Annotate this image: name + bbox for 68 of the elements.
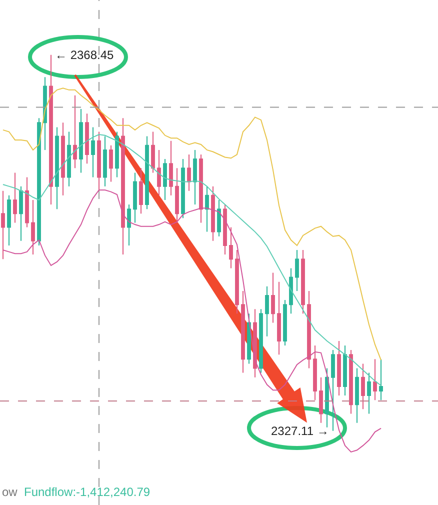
candlestick: [367, 372, 371, 414]
candlestick: [247, 313, 251, 364]
candlestick: [127, 204, 131, 246]
candlestick: [205, 186, 209, 232]
candlestick: [103, 136, 107, 187]
candlestick: [163, 158, 167, 200]
candlestick: [307, 290, 311, 369]
candlestick: [115, 131, 119, 178]
candlestick: [1, 190, 5, 260]
candlestick: [229, 226, 233, 269]
candlestick: [79, 108, 83, 174]
candlestick: [91, 126, 95, 178]
candlestick: [19, 186, 23, 242]
candlestick: [331, 350, 335, 432]
text: ow: [2, 485, 18, 499]
candlestick: [283, 300, 287, 346]
candlestick: [355, 368, 359, 424]
candlestick: [199, 154, 203, 224]
candlestick: [349, 350, 353, 414]
candlestick: [43, 76, 47, 150]
candlestick: [73, 94, 77, 169]
candlestick: [181, 158, 185, 219]
candlestick: [241, 290, 245, 374]
candlestick: [313, 345, 317, 401]
candlestick: [151, 131, 155, 174]
annotation: ← 2368.45: [55, 48, 114, 62]
candlestick: [49, 54, 53, 206]
candlestick: [265, 286, 269, 337]
candlestick: [301, 250, 305, 314]
candlestick: [25, 176, 29, 228]
candlestick: [337, 340, 341, 396]
candlestick: [235, 250, 239, 314]
candlestick: [319, 376, 323, 424]
candlestick: [217, 199, 221, 237]
text: Fundflow:-1,412,240.79: [24, 485, 150, 499]
candlestick: [145, 136, 149, 210]
candlestick: [211, 186, 215, 242]
candlestick: [343, 345, 347, 396]
candlestick: [55, 126, 59, 210]
candlestick: [193, 149, 197, 206]
annotation: 2327.11 →: [271, 424, 329, 438]
candlestick: [121, 118, 125, 256]
candlestick: [271, 272, 275, 324]
candlestick: [361, 363, 365, 410]
candlestick: [157, 149, 161, 196]
candlestick: [85, 113, 89, 164]
candlestick: [7, 194, 11, 246]
candlestick: [169, 140, 173, 196]
candlestick: [133, 172, 137, 224]
candlestick: [139, 168, 143, 214]
candlestick: [31, 199, 35, 256]
candlestick: [259, 308, 263, 374]
candlestick: [289, 268, 293, 314]
candlestick: [67, 131, 71, 187]
candlestick: [223, 204, 227, 256]
candlestick: [13, 172, 17, 224]
candlestick: [37, 118, 41, 246]
candlestick: [253, 308, 257, 378]
candlestick: [325, 368, 329, 428]
candlestick: [295, 250, 299, 292]
candlestick: [187, 154, 191, 192]
candlestick: [61, 122, 65, 196]
candlestick: [277, 281, 281, 356]
candlestick: [109, 144, 113, 182]
candlestick: [97, 131, 101, 192]
candlestick: [175, 168, 179, 224]
candlestick: [373, 358, 377, 401]
candlestick: [379, 358, 383, 401]
